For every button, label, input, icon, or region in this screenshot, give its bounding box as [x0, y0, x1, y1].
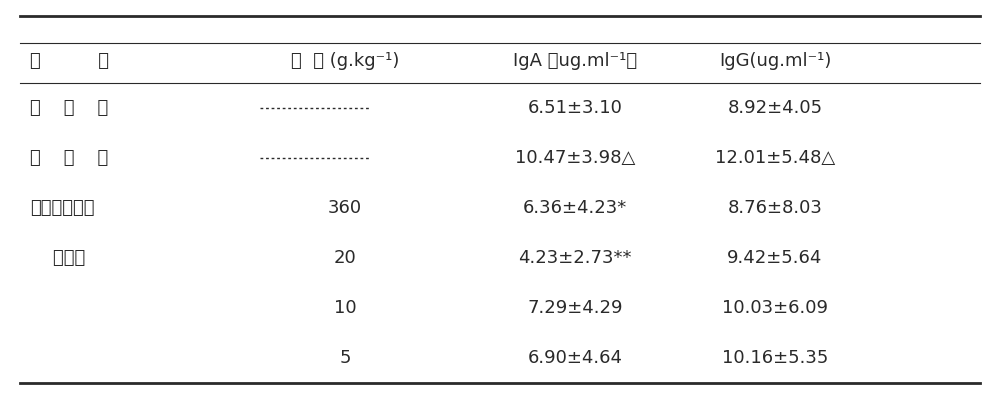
Text: 10.47±3.98△: 10.47±3.98△ — [515, 149, 635, 167]
Text: 5: 5 — [339, 349, 351, 367]
Text: 10.03±6.09: 10.03±6.09 — [722, 299, 828, 317]
Text: 剂  量 (g.kg⁻¹): 剂 量 (g.kg⁻¹) — [291, 52, 399, 70]
Text: 柳氪磺胺吠啊: 柳氪磺胺吠啊 — [30, 199, 94, 217]
Text: 360: 360 — [328, 199, 362, 217]
Text: 6.51±3.10: 6.51±3.10 — [528, 99, 622, 117]
Text: 对    照    组: 对 照 组 — [30, 99, 108, 117]
Text: 6.36±4.23*: 6.36±4.23* — [523, 199, 627, 217]
Text: 6.90±4.64: 6.90±4.64 — [528, 349, 622, 367]
Text: 10: 10 — [334, 299, 356, 317]
Text: 模    型    组: 模 型 组 — [30, 149, 108, 167]
Text: 灌肠剂: 灌肠剂 — [30, 249, 85, 267]
Text: 12.01±5.48△: 12.01±5.48△ — [715, 149, 835, 167]
Text: IgA （ug.ml⁻¹）: IgA （ug.ml⁻¹） — [513, 52, 637, 70]
Text: 9.42±5.64: 9.42±5.64 — [727, 249, 823, 267]
Text: 20: 20 — [334, 249, 356, 267]
Text: IgG(ug.ml⁻¹): IgG(ug.ml⁻¹) — [719, 52, 831, 70]
Text: 4.23±2.73**: 4.23±2.73** — [518, 249, 632, 267]
Text: 8.76±8.03: 8.76±8.03 — [728, 199, 822, 217]
Text: 8.92±4.05: 8.92±4.05 — [727, 99, 823, 117]
Text: 7.29±4.29: 7.29±4.29 — [527, 299, 623, 317]
Text: 10.16±5.35: 10.16±5.35 — [722, 349, 828, 367]
Text: 组          别: 组 别 — [30, 52, 109, 70]
